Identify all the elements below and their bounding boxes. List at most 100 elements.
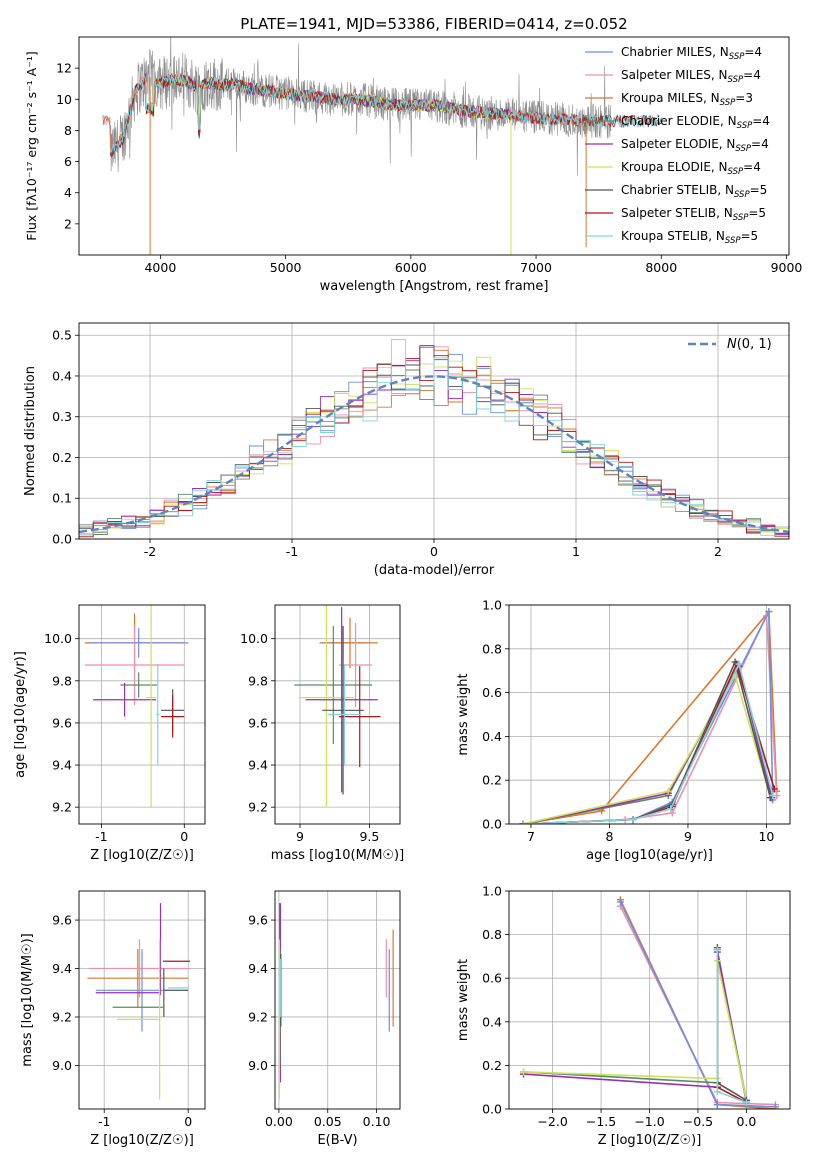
y-tick-label: 0.2 — [482, 773, 502, 788]
x-tick-label: 0.05 — [314, 1114, 342, 1129]
x-tick-label: 0.00 — [265, 1114, 293, 1129]
x-tick-label: −0.5 — [683, 1114, 713, 1129]
y-tick-label: 9.8 — [248, 673, 268, 688]
y-tick-label: 9.2 — [248, 1009, 268, 1024]
age-vs-mass-plot-area — [294, 605, 381, 808]
y-tick-label: 9.6 — [52, 913, 72, 928]
x-axis-label: E(B-V) — [317, 1133, 357, 1148]
series-marker — [713, 946, 721, 954]
legend-entry: Chabrier MILES, NSSP=4 — [621, 45, 762, 62]
series-line-chabrier-elodie — [522, 661, 772, 824]
age-vs-mass-axes: 9 9.5 9.2 9.4 9.6 9.8 10.0 — [240, 605, 400, 844]
x-tick-label: 0 — [180, 829, 188, 844]
y-tick-label: 9.8 — [52, 673, 72, 688]
mass-vs-ebv-axes: 0.00 0.05 0.10 9.0 9.2 9.4 9.6 — [248, 891, 400, 1129]
mass-vs-Z-axes: -1 0 9.0 9.2 9.4 9.6 — [52, 891, 205, 1129]
y-tick-label: 1.0 — [482, 598, 502, 613]
y-tick-label: 0.2 — [482, 1058, 502, 1073]
x-tick-label: 6000 — [395, 260, 427, 275]
y-tick-label: 9.6 — [52, 715, 72, 730]
x-tick-label: 10 — [758, 829, 774, 844]
y-tick-label: 8 — [64, 123, 72, 138]
weight-vs-age-spines — [508, 604, 791, 825]
legend-entry: N(0, 1) — [727, 337, 772, 352]
y-axis-label: mass weight — [456, 959, 471, 1041]
spectrum-legend: Chabrier MILES, NSSP=4 Salpeter MILES, NS… — [585, 45, 770, 246]
x-tick-label: -1 — [286, 544, 298, 559]
x-tick-label: 9.5 — [359, 829, 379, 844]
y-tick-label: 9.2 — [52, 1009, 72, 1024]
series-line-salpeter-elodie — [523, 951, 748, 1103]
series-line-chabrier-miles — [523, 611, 774, 824]
residuals-plot-area — [79, 338, 789, 538]
y-tick-label: 0.4 — [482, 729, 502, 744]
x-tick-label: 0 — [184, 1114, 192, 1129]
x-tick-label: 5000 — [270, 260, 302, 275]
x-tick-label: 7000 — [520, 260, 552, 275]
y-tick-label: 9.6 — [248, 913, 268, 928]
x-tick-label: -2 — [144, 544, 156, 559]
histogram-kroupa-stelib — [79, 338, 789, 536]
x-tick-label: -1 — [95, 829, 107, 844]
x-tick-label: 8 — [605, 829, 613, 844]
y-tick-label: 9.2 — [248, 800, 268, 815]
mass-vs-ebv-spines — [274, 890, 401, 1110]
series-marker — [735, 660, 743, 668]
x-axis-label: Z [log10(Z/Z☉)] — [598, 1133, 702, 1148]
weight-vs-age-plot-area — [519, 608, 781, 824]
x-tick-label: 8000 — [645, 260, 677, 275]
y-axis-label: age [log10(age/yr)] — [13, 651, 28, 778]
x-tick-label: 9 — [684, 829, 692, 844]
series-marker — [742, 1098, 750, 1106]
y-tick-label: 0.6 — [482, 685, 502, 700]
x-axis-label: Z [log10(Z/Z☉)] — [90, 1133, 194, 1148]
series-marker — [765, 608, 773, 616]
y-tick-label: 10.0 — [240, 631, 268, 646]
y-tick-label: 0.3 — [52, 409, 72, 424]
series-marker — [519, 820, 527, 824]
y-tick-label: 0.4 — [482, 1014, 502, 1029]
spectrum-axes: 4000 5000 6000 7000 8000 9000 2 4 6 8 10 12 — [56, 61, 802, 275]
x-tick-label: 7 — [527, 829, 535, 844]
mass-vs-Z-plot-area — [87, 903, 190, 1100]
series-marker — [667, 805, 675, 813]
legend-entry: Salpeter ELODIE, NSSP=4 — [621, 137, 769, 154]
y-tick-label: 0.6 — [482, 971, 502, 986]
y-tick-label: 0.0 — [482, 1102, 502, 1117]
x-tick-label: 2 — [714, 544, 722, 559]
spectrum-plot-area — [102, 37, 662, 255]
y-tick-label: 0.0 — [52, 532, 72, 547]
series-marker — [713, 1088, 721, 1096]
x-axis-label: Z [log10(Z/Z☉)] — [90, 848, 194, 863]
figure-title: PLATE=1941, MJD=53386, FIBERID=0414, z=0… — [240, 15, 627, 33]
age-vs-mass-spines — [274, 604, 401, 825]
y-tick-label: 1.0 — [482, 884, 502, 899]
x-axis-label: mass [log10(M/M☉)] — [271, 848, 404, 863]
y-tick-label: 10 — [56, 92, 72, 107]
y-tick-label: 9.4 — [52, 758, 72, 773]
y-tick-label: 9.2 — [52, 800, 72, 815]
x-tick-label: 0 — [430, 544, 438, 559]
series-line-kroupa-elodie — [523, 960, 748, 1101]
y-tick-label: 6 — [64, 154, 72, 169]
y-tick-label: 9.4 — [248, 961, 268, 976]
series-marker — [629, 816, 637, 824]
y-tick-label: 0.1 — [52, 491, 72, 506]
normal-distribution-curve — [79, 375, 789, 534]
legend-entry: Chabrier STELIB, NSSP=5 — [621, 183, 767, 200]
x-tick-label: −1.5 — [586, 1114, 616, 1129]
y-tick-label: 0.8 — [482, 927, 502, 942]
x-tick-label: 4000 — [144, 260, 176, 275]
y-tick-label: 9.0 — [248, 1058, 268, 1073]
y-tick-label: 0.2 — [52, 450, 72, 465]
series-marker — [770, 785, 778, 793]
x-tick-label: 0.10 — [363, 1114, 391, 1129]
y-tick-label: 9.6 — [248, 715, 268, 730]
model-spectrum-salpeter-stelib — [109, 73, 662, 158]
y-axis-label: mass weight — [456, 673, 471, 755]
spectrum-spines — [78, 36, 790, 256]
weight-vs-age-axes: 7 8 9 10 0.0 0.2 0.4 0.6 0.8 1.0 — [482, 598, 790, 844]
series-marker — [616, 898, 624, 906]
y-tick-label: 0.8 — [482, 641, 502, 656]
